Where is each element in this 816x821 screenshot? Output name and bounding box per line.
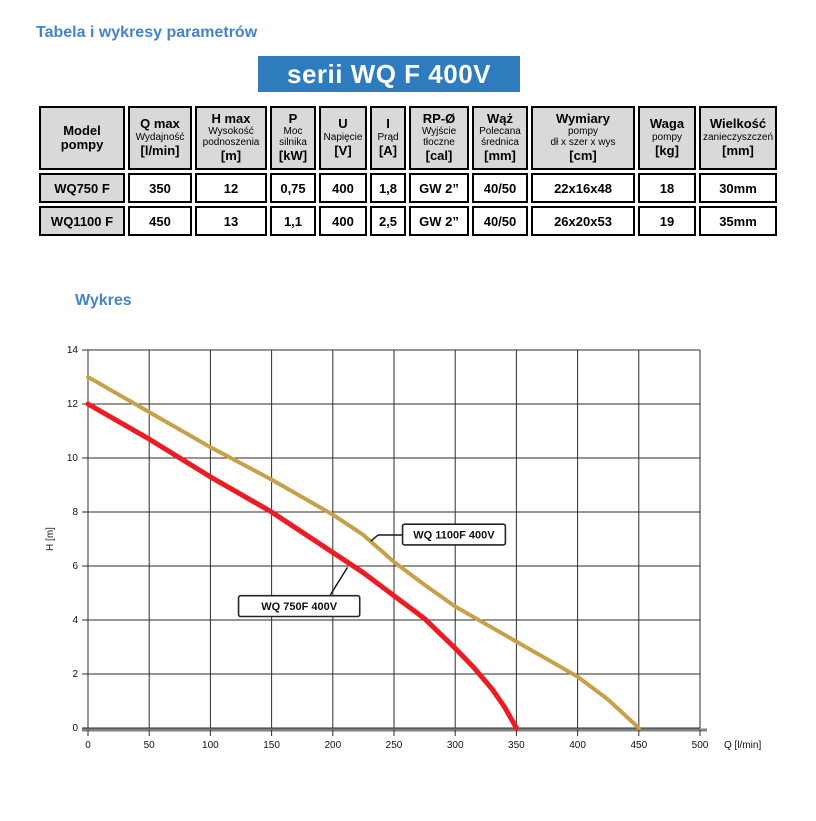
- callout-label: WQ 750F 400V: [261, 601, 337, 613]
- col-header-model: Model pompy: [39, 106, 125, 170]
- col-header-voltage: U Napięcie [V]: [319, 106, 367, 170]
- x-tick-label: 500: [692, 740, 709, 751]
- cell-power: 0,75: [270, 173, 316, 203]
- x-tick-label: 450: [630, 740, 647, 751]
- table-row: WQ1100 F 450 13 1,1 400 2,5 GW 2” 40/50 …: [39, 206, 777, 236]
- callout-leader: [370, 534, 403, 542]
- y-tick-label: 12: [67, 399, 79, 410]
- chart-canvas: 0 50 100 150 200 250 300 350 400 450 500 0 2 4 6 8 10 12 1…: [45, 345, 761, 751]
- cell-outlet: GW 2”: [409, 206, 469, 236]
- cell-weight: 19: [638, 206, 696, 236]
- cell-dimensions: 26x20x53: [531, 206, 635, 236]
- col-header-dimensions: Wymiary pompy dł x szer x wys [cm]: [531, 106, 635, 170]
- col-header-hose: Wąż Polecana średnica [mm]: [472, 106, 528, 170]
- cell-particle-size: 30mm: [699, 173, 777, 203]
- callout-label: WQ 1100F 400V: [413, 530, 495, 542]
- y-tick-label: 4: [72, 615, 78, 626]
- cell-outlet: GW 2”: [409, 173, 469, 203]
- x-tick-label: 0: [85, 740, 91, 751]
- callout-box: [237, 594, 361, 618]
- cell-current: 1,8: [370, 173, 406, 203]
- callout-box: [401, 523, 507, 546]
- cell-hmax: 13: [195, 206, 267, 236]
- table-row: WQ750 F 350 12 0,75 400 1,8 GW 2” 40/50 …: [39, 173, 777, 203]
- cell-qmax: 450: [128, 206, 192, 236]
- x-tick-label: 350: [508, 740, 525, 751]
- y-tick-label: 14: [67, 345, 79, 356]
- y-tick-label: 8: [72, 507, 78, 518]
- y-tick-label: 10: [67, 453, 79, 464]
- x-axis-label: Q [l/min]: [724, 740, 761, 751]
- cell-model: WQ750 F: [39, 173, 125, 203]
- y-tick-label: 0: [72, 723, 78, 734]
- cell-particle-size: 35mm: [699, 206, 777, 236]
- cell-hose: 40/50: [472, 206, 528, 236]
- table-header-row: Model pompy Q max Wydajność [l/min] H max W…: [39, 106, 777, 170]
- x-tick-label: 400: [569, 740, 586, 751]
- col-header-hmax: H max Wysokość podnoszenia [m]: [195, 106, 267, 170]
- cell-hmax: 12: [195, 173, 267, 203]
- cell-qmax: 350: [128, 173, 192, 203]
- cell-power: 1,1: [270, 206, 316, 236]
- cell-hose: 40/50: [472, 173, 528, 203]
- y-axis-label: H [m]: [45, 527, 56, 551]
- col-header-power: P Moc silnika [kW]: [270, 106, 316, 170]
- series-curve: [85, 401, 519, 731]
- cell-model: WQ1100 F: [39, 206, 125, 236]
- col-header-qmax: Q max Wydajność [l/min]: [128, 106, 192, 170]
- cell-voltage: 400: [319, 206, 367, 236]
- x-tick-label: 250: [386, 740, 403, 751]
- col-header-weight: Waga pompy [kg]: [638, 106, 696, 170]
- series-banner: serii WQ F 400V: [258, 56, 520, 92]
- x-tick-label: 150: [263, 740, 280, 751]
- x-tick-label: 50: [144, 740, 156, 751]
- cell-current: 2,5: [370, 206, 406, 236]
- callout-leader: [329, 566, 349, 596]
- col-header-outlet: RP-Ø Wyjście tłoczne [cal]: [409, 106, 469, 170]
- col-header-current: I Prąd [A]: [370, 106, 406, 170]
- page-title: Tabela i wykresy parametrów: [36, 24, 258, 41]
- x-tick-label: 100: [202, 740, 219, 751]
- y-tick-label: 2: [72, 669, 78, 680]
- series-curve: [86, 375, 641, 730]
- cell-dimensions: 22x16x48: [531, 173, 635, 203]
- y-tick-label: 6: [72, 561, 78, 572]
- pump-curves-chart: 0 50 100 150 200 250 300 350 400 450 500 0 2 4 6 8 10 12 1…: [36, 335, 776, 765]
- col-header-particle-size: Wielkość zanieczyszczeń [mm]: [699, 106, 777, 170]
- x-tick-label: 300: [447, 740, 464, 751]
- cell-weight: 18: [638, 173, 696, 203]
- chart-heading: Wykres: [75, 292, 132, 309]
- cell-voltage: 400: [319, 173, 367, 203]
- parameters-table: Model pompy Q max Wydajność [l/min] H max W…: [36, 103, 780, 239]
- x-tick-label: 200: [324, 740, 341, 751]
